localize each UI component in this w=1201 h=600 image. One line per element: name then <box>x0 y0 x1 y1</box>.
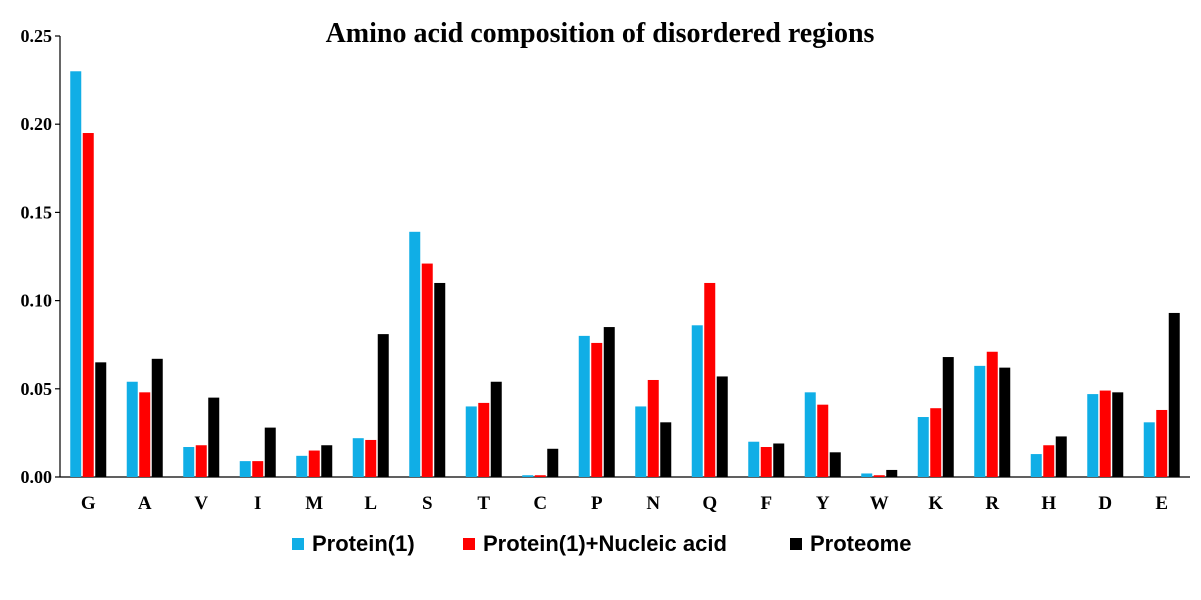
bar-protein-1-nucleic-acid-t <box>478 402 490 477</box>
bar-protein-1-nucleic-acid-y <box>817 404 829 477</box>
x-tick-label: T <box>477 493 490 514</box>
x-tick-label: V <box>194 493 208 514</box>
y-tick-label: 0.05 <box>21 379 53 399</box>
bar-proteome-l <box>377 334 389 477</box>
bar-proteome-f <box>773 443 785 477</box>
bar-protein-1--h <box>1030 454 1042 477</box>
x-tick-label: E <box>1155 493 1168 514</box>
bar-protein-1-nucleic-acid-n <box>647 379 659 477</box>
bar-proteome-m <box>321 445 333 477</box>
bar-proteome-c <box>547 448 559 477</box>
x-tick-label: G <box>81 493 96 514</box>
x-tick-label: P <box>591 493 603 514</box>
bar-proteome-i <box>264 427 276 477</box>
bar-protein-1--r <box>974 365 986 477</box>
bar-protein-1--m <box>296 455 308 477</box>
bars-group <box>70 71 1180 477</box>
legend-swatch <box>790 538 802 550</box>
legend-swatch <box>292 538 304 550</box>
bar-proteome-n <box>660 422 672 477</box>
x-tick-label: H <box>1041 493 1056 514</box>
bar-proteome-w <box>886 469 898 477</box>
bar-protein-1-nucleic-acid-h <box>1043 445 1055 477</box>
x-tick-label: N <box>646 493 660 514</box>
bar-protein-1-nucleic-acid-k <box>930 408 942 477</box>
bar-proteome-g <box>95 362 107 477</box>
y-tick-label: 0.20 <box>21 114 53 134</box>
bar-protein-1-nucleic-acid-m <box>308 450 320 477</box>
y-tick-label: 0.00 <box>21 467 53 487</box>
bar-protein-1--g <box>70 71 82 477</box>
bar-proteome-d <box>1112 392 1124 477</box>
x-tick-label: C <box>533 493 547 514</box>
bar-protein-1-nucleic-acid-d <box>1099 390 1111 477</box>
bar-proteome-a <box>151 358 163 477</box>
bar-protein-1--k <box>917 417 929 477</box>
bar-proteome-p <box>603 327 615 477</box>
bar-proteome-q <box>716 376 728 477</box>
bar-protein-1--t <box>465 406 477 477</box>
bar-proteome-s <box>434 282 446 477</box>
x-tick-label: L <box>364 493 377 514</box>
x-tick-label: A <box>138 493 152 514</box>
bar-protein-1-nucleic-acid-e <box>1156 409 1168 477</box>
legend-label: Protein(1) <box>312 531 415 556</box>
x-tick-label: M <box>305 493 323 514</box>
bar-protein-1--y <box>804 392 816 477</box>
bar-protein-1-nucleic-acid-s <box>421 263 433 477</box>
bar-protein-1-nucleic-acid-q <box>704 282 716 477</box>
legend: Protein(1) Protein(1)+Nucleic acid Proteom… <box>292 531 911 556</box>
y-axis: 0.00 0.05 0.10 0.15 0.20 0.25 <box>21 26 61 487</box>
bar-protein-1-nucleic-acid-a <box>139 392 151 477</box>
bar-protein-1--c <box>522 475 534 477</box>
bar-protein-1--d <box>1087 394 1099 477</box>
y-tick-label: 0.25 <box>21 26 53 46</box>
chart-title: Amino acid composition of disordered reg… <box>326 18 875 49</box>
bar-proteome-h <box>1055 436 1067 477</box>
x-tick-label: W <box>870 493 889 514</box>
bar-protein-1-nucleic-acid-p <box>591 342 603 477</box>
x-tick-label: K <box>928 493 943 514</box>
bar-protein-1-nucleic-acid-g <box>82 133 94 477</box>
bar-protein-1--e <box>1143 422 1155 477</box>
bar-protein-1--a <box>126 381 138 477</box>
y-tick-label: 0.15 <box>21 202 53 222</box>
bar-proteome-v <box>208 397 220 477</box>
bar-protein-1-nucleic-acid-l <box>365 439 377 477</box>
x-tick-label: F <box>760 493 772 514</box>
bar-proteome-e <box>1168 312 1180 477</box>
x-tick-label: I <box>254 493 261 514</box>
y-tick-label: 0.10 <box>21 291 53 311</box>
x-tick-label: S <box>422 493 433 514</box>
bar-protein-1--p <box>578 335 590 477</box>
bar-proteome-y <box>829 452 841 477</box>
x-tick-label: Y <box>816 493 830 514</box>
bar-protein-1--l <box>352 438 364 477</box>
x-tick-label: R <box>985 493 999 514</box>
bar-protein-1--v <box>183 447 195 477</box>
bar-proteome-k <box>942 357 954 477</box>
bar-protein-1--f <box>748 441 760 477</box>
bar-protein-1--q <box>691 325 703 477</box>
bar-proteome-t <box>490 381 502 477</box>
legend-swatch <box>463 538 475 550</box>
x-tick-label: Q <box>702 493 717 514</box>
bar-protein-1--n <box>635 406 647 477</box>
x-tick-label: D <box>1098 493 1112 514</box>
legend-label: Protein(1)+Nucleic acid <box>483 531 727 556</box>
bar-proteome-r <box>999 367 1011 477</box>
bar-protein-1-nucleic-acid-w <box>873 475 885 477</box>
bar-protein-1-nucleic-acid-i <box>252 461 264 477</box>
bar-protein-1-nucleic-acid-r <box>986 351 998 477</box>
bar-protein-1--s <box>409 231 421 477</box>
bar-protein-1-nucleic-acid-v <box>195 445 207 477</box>
legend-label: Proteome <box>810 531 911 556</box>
bar-protein-1-nucleic-acid-c <box>534 475 546 477</box>
bar-protein-1--w <box>861 473 873 477</box>
bar-protein-1--i <box>239 461 251 477</box>
bar-protein-1-nucleic-acid-f <box>760 447 772 477</box>
